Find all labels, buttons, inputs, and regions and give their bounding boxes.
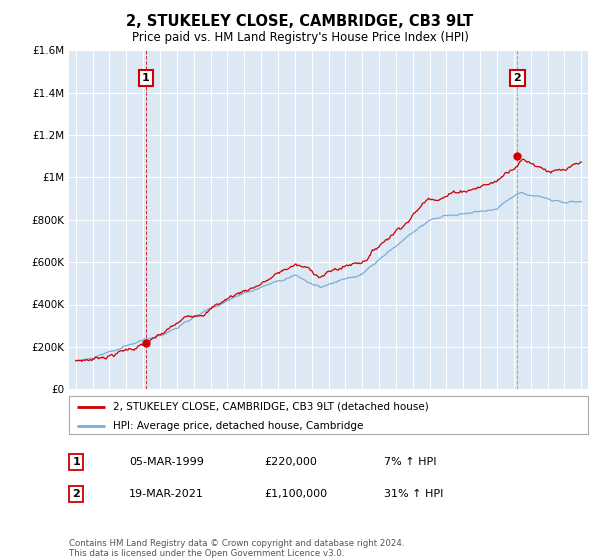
- Text: Contains HM Land Registry data © Crown copyright and database right 2024.
This d: Contains HM Land Registry data © Crown c…: [69, 539, 404, 558]
- Text: 2: 2: [514, 73, 521, 83]
- Text: HPI: Average price, detached house, Cambridge: HPI: Average price, detached house, Camb…: [113, 421, 364, 431]
- Text: £1,100,000: £1,100,000: [264, 489, 327, 499]
- Text: 2: 2: [73, 489, 80, 499]
- Text: 7% ↑ HPI: 7% ↑ HPI: [384, 457, 437, 467]
- Text: 05-MAR-1999: 05-MAR-1999: [129, 457, 204, 467]
- Text: Price paid vs. HM Land Registry's House Price Index (HPI): Price paid vs. HM Land Registry's House …: [131, 31, 469, 44]
- Text: 1: 1: [142, 73, 150, 83]
- Text: 2, STUKELEY CLOSE, CAMBRIDGE, CB3 9LT (detached house): 2, STUKELEY CLOSE, CAMBRIDGE, CB3 9LT (d…: [113, 402, 429, 412]
- Text: 31% ↑ HPI: 31% ↑ HPI: [384, 489, 443, 499]
- Text: 19-MAR-2021: 19-MAR-2021: [129, 489, 204, 499]
- Text: 1: 1: [73, 457, 80, 467]
- Text: 2, STUKELEY CLOSE, CAMBRIDGE, CB3 9LT: 2, STUKELEY CLOSE, CAMBRIDGE, CB3 9LT: [127, 14, 473, 29]
- Text: £220,000: £220,000: [264, 457, 317, 467]
